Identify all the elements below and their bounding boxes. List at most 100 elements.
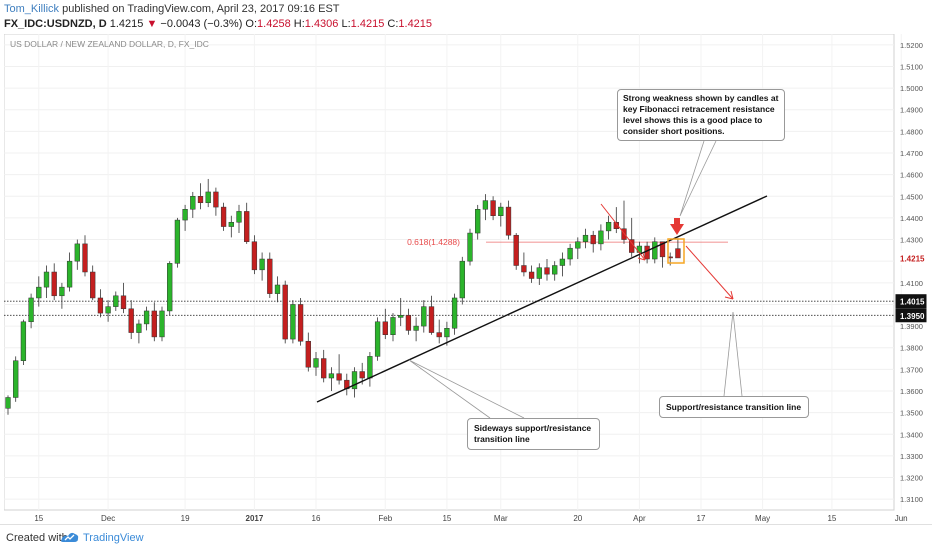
x-tick-label: 15	[34, 514, 43, 523]
candle-body	[321, 358, 327, 379]
callout-pointer-top	[679, 140, 717, 217]
candle-body	[251, 241, 258, 271]
candle-body	[66, 260, 73, 288]
close-label: C:	[387, 18, 399, 30]
author-link[interactable]: Tom_Killick	[4, 3, 60, 15]
y-tick-label: 1.3800	[900, 344, 923, 353]
candle-body	[621, 228, 627, 240]
candle-body	[167, 263, 173, 312]
callout-fibonacci-note: Strong weakness shown by candles at key …	[617, 89, 785, 141]
candle-body	[59, 286, 65, 297]
candle-body	[205, 191, 211, 204]
close-value: 1.4215	[398, 18, 433, 30]
callout-transition-text: Support/resistance transition line	[666, 402, 802, 412]
x-tick-label: 17	[697, 514, 706, 523]
candle-body	[151, 310, 157, 338]
callout-fibonacci-text: Strong weakness shown by candles at key …	[623, 93, 779, 136]
candle-body	[236, 211, 242, 223]
candle-body	[90, 271, 96, 299]
open-label: O:	[245, 18, 258, 30]
candle-body	[459, 260, 465, 299]
symbol-label: FX_IDC:USDNZD, D	[4, 18, 107, 30]
candle-body	[567, 247, 573, 260]
chart-area[interactable]: 15 Dec 19 2017 16 Feb 15 Mar 20 Apr 17 May 15 Jun 1.31…	[4, 34, 928, 524]
candle-body	[575, 241, 581, 249]
candle-body	[390, 317, 396, 335]
x-tick-label: Dec	[101, 514, 115, 523]
x-tick-label: Jun	[895, 514, 908, 523]
candle-body	[182, 209, 188, 221]
candle-body	[413, 325, 419, 331]
y-tick-label: 1.3700	[900, 365, 923, 374]
price-label-bg	[895, 250, 927, 265]
candle-body	[220, 206, 227, 227]
y-tick-label: 1.3400	[900, 430, 923, 439]
candle-body	[428, 306, 435, 333]
candle-body	[228, 221, 234, 227]
candle-body	[544, 267, 550, 275]
candle-body	[475, 209, 481, 234]
x-tick-label: 15	[827, 514, 836, 523]
candlestick-chart[interactable]: 15 Dec 19 2017 16 Feb 15 Mar 20 Apr 17 May 15 Jun 1.31…	[4, 34, 928, 524]
candle-body	[5, 397, 11, 409]
candle-body	[398, 315, 404, 318]
callout-sideways-line: Sideways support/resistance transition l…	[467, 418, 600, 450]
candle-body	[536, 267, 542, 279]
price-label: 1.4015	[900, 298, 925, 307]
candle-body	[513, 234, 519, 266]
symbol-info: FX_IDC:USDNZD, D 1.4215 ▼ −0.0043 (−0.3%…	[4, 18, 432, 30]
price-label-bg	[895, 308, 927, 323]
callout-transition-line: Support/resistance transition line	[659, 396, 809, 418]
candle-body	[213, 191, 219, 208]
published-text: published on TradingView.com, April 23, …	[62, 3, 340, 15]
candle-body	[467, 232, 473, 262]
publish-info: Tom_Killick published on TradingView.com…	[4, 3, 340, 15]
y-tick-label: 1.4700	[900, 149, 923, 158]
candle-body	[359, 371, 365, 379]
candle-body	[197, 196, 204, 204]
chart-header: Tom_Killick published on TradingView.com…	[0, 0, 932, 34]
y-tick-label: 1.5000	[900, 84, 923, 93]
highlight-box	[667, 238, 685, 264]
candle-body	[636, 245, 643, 253]
candle-body	[190, 196, 196, 210]
price-change: −0.0043 (−0.3%)	[160, 18, 243, 30]
candle-body	[436, 332, 442, 338]
arrow-line-left	[600, 203, 646, 261]
candle-body	[552, 265, 558, 275]
candle-body	[174, 219, 181, 264]
candle-body	[652, 241, 658, 260]
tradingview-brand[interactable]: TradingView	[83, 532, 144, 544]
candle-body	[120, 295, 127, 310]
arrow-head-left	[637, 252, 646, 261]
y-tick-label: 1.3900	[900, 322, 923, 331]
y-tick-label: 1.4500	[900, 192, 923, 201]
arrow-head-right	[724, 290, 734, 300]
down-arrow-stem	[674, 218, 680, 225]
y-tick-label: 1.3600	[900, 387, 923, 396]
y-tick-label: 1.3300	[900, 452, 923, 461]
candle-body	[582, 234, 589, 242]
arrow-line-right	[685, 245, 734, 300]
candle-body	[559, 258, 566, 266]
candle-body	[644, 245, 650, 260]
candle-body	[367, 356, 373, 379]
candle-body	[82, 243, 88, 273]
y-tick-label: 1.4300	[900, 236, 923, 245]
x-tick-label: 15	[442, 514, 451, 523]
trendline	[316, 195, 768, 403]
candle-body	[675, 248, 681, 259]
y-tick-label: 1.3200	[900, 474, 923, 483]
price-label-bg	[895, 294, 927, 309]
candle-body	[521, 265, 527, 273]
x-tick-label: 19	[181, 514, 190, 523]
candle-body	[528, 271, 535, 279]
candle-body	[382, 321, 388, 335]
candle-body	[451, 297, 458, 329]
candle-body	[267, 258, 273, 294]
down-triangle-icon: ▼	[146, 18, 158, 30]
tradingview-logo-icon	[61, 532, 79, 542]
callout-pointer-left	[408, 359, 525, 419]
x-tick-label: Feb	[378, 514, 392, 523]
candle-body	[297, 304, 304, 342]
